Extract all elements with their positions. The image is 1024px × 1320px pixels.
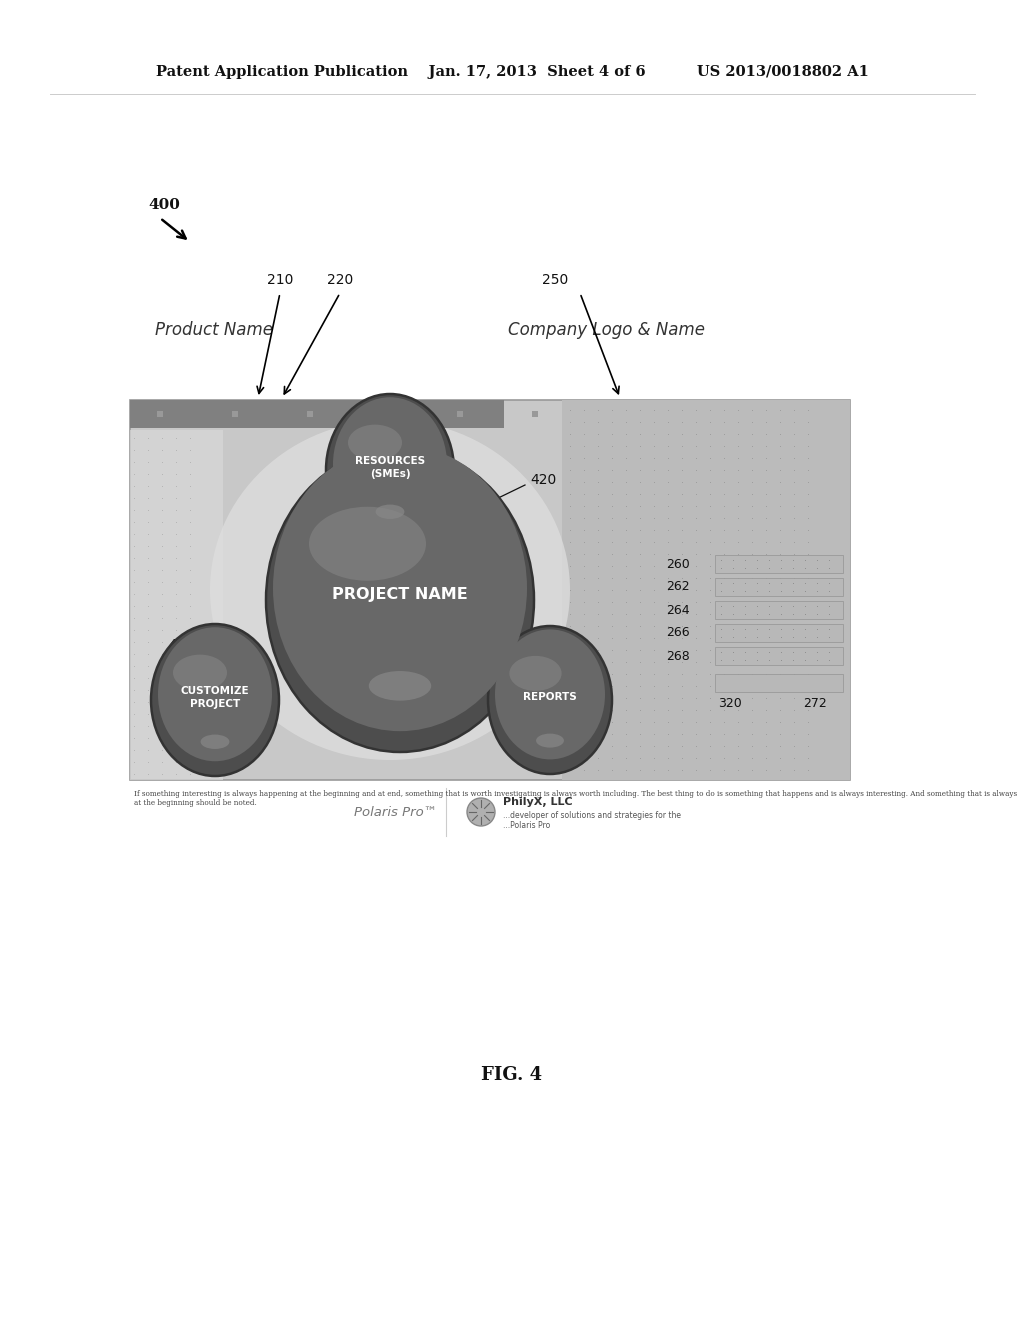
Text: 410: 410: [458, 408, 484, 422]
Text: 400: 400: [148, 198, 180, 213]
Text: Product Name: Product Name: [155, 321, 273, 339]
Text: If something interesting is always happening at the beginning and at end, someth: If something interesting is always happe…: [134, 789, 1017, 808]
Text: Company Logo & Name: Company Logo & Name: [508, 321, 705, 339]
Ellipse shape: [273, 445, 527, 731]
Text: 262: 262: [667, 581, 690, 594]
Text: REPORTS: REPORTS: [523, 692, 577, 702]
Text: Patent Application Publication    Jan. 17, 2013  Sheet 4 of 6          US 2013/0: Patent Application Publication Jan. 17, …: [156, 65, 868, 79]
Bar: [130, 400, 850, 780]
Ellipse shape: [348, 425, 402, 461]
Bar: [715, 601, 843, 619]
Ellipse shape: [495, 630, 605, 759]
Ellipse shape: [151, 624, 279, 776]
Text: 250: 250: [542, 273, 568, 286]
Ellipse shape: [509, 656, 561, 690]
Text: 430: 430: [168, 638, 195, 652]
Text: CUSTOMIZE
PROJECT: CUSTOMIZE PROJECT: [180, 685, 249, 709]
Bar: [715, 624, 843, 642]
Bar: [130, 430, 223, 780]
Bar: [562, 400, 850, 780]
Text: 420: 420: [530, 473, 556, 487]
Text: 320: 320: [718, 697, 741, 710]
Circle shape: [467, 799, 495, 826]
Text: ...developer of solutions and strategies for the: ...developer of solutions and strategies…: [503, 812, 681, 821]
Text: FIG. 4: FIG. 4: [481, 1067, 543, 1084]
Text: Polaris Pro™: Polaris Pro™: [354, 805, 437, 818]
Text: PROJECT NAME: PROJECT NAME: [332, 586, 468, 602]
Text: PhilyX, LLC: PhilyX, LLC: [503, 797, 572, 807]
Text: 264: 264: [667, 603, 690, 616]
Text: 268: 268: [667, 649, 690, 663]
Ellipse shape: [173, 655, 227, 690]
Ellipse shape: [266, 447, 534, 752]
Text: 260: 260: [667, 557, 690, 570]
Ellipse shape: [333, 397, 447, 531]
Ellipse shape: [488, 626, 612, 774]
Ellipse shape: [326, 393, 454, 546]
Ellipse shape: [158, 627, 272, 762]
Text: 272: 272: [803, 697, 826, 710]
Bar: [715, 554, 843, 573]
Ellipse shape: [376, 504, 404, 519]
Ellipse shape: [201, 734, 229, 748]
Bar: [715, 578, 843, 597]
Text: 210: 210: [267, 273, 293, 286]
Ellipse shape: [369, 671, 431, 701]
Text: 266: 266: [667, 627, 690, 639]
Text: 220: 220: [327, 273, 353, 286]
Ellipse shape: [537, 734, 564, 747]
Ellipse shape: [309, 507, 426, 581]
Text: RESOURCES
(SMEs): RESOURCES (SMEs): [355, 455, 425, 479]
Bar: [715, 647, 843, 665]
Text: 440: 440: [530, 634, 556, 647]
Ellipse shape: [210, 420, 570, 760]
Bar: [130, 400, 504, 428]
Bar: [715, 675, 843, 692]
Text: ...Polaris Pro: ...Polaris Pro: [503, 821, 550, 830]
